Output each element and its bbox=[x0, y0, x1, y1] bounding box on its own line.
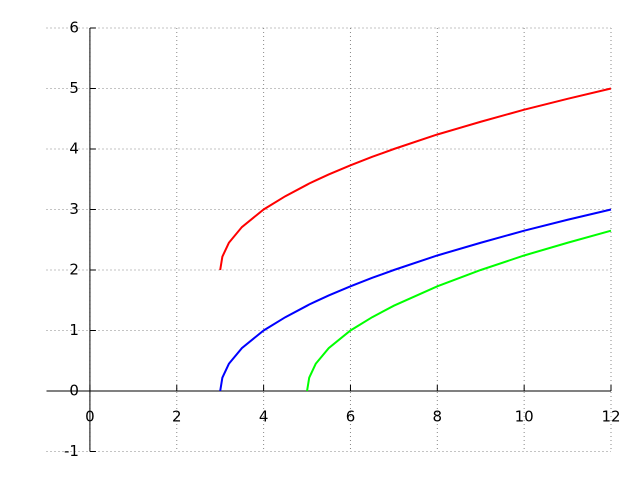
y-tick-label: 5 bbox=[69, 79, 79, 97]
x-tick-label: 6 bbox=[346, 408, 356, 426]
x-tick-label: 8 bbox=[433, 408, 443, 426]
line bbox=[219, 87, 612, 271]
x-tick-label: 2 bbox=[172, 408, 182, 426]
line bbox=[219, 208, 612, 392]
x-tick-label: 4 bbox=[259, 408, 269, 426]
line bbox=[306, 229, 612, 392]
y-tick-label: 6 bbox=[69, 19, 79, 37]
x-tick-label: 10 bbox=[515, 408, 534, 426]
y-tick-label: -1 bbox=[64, 442, 79, 460]
y-tick-label: 3 bbox=[69, 200, 79, 218]
y-tick-label: 4 bbox=[69, 140, 79, 158]
x-tick-label: 12 bbox=[601, 408, 620, 426]
y-tick-label: 2 bbox=[69, 261, 79, 279]
y-tick-label: 1 bbox=[69, 321, 79, 339]
